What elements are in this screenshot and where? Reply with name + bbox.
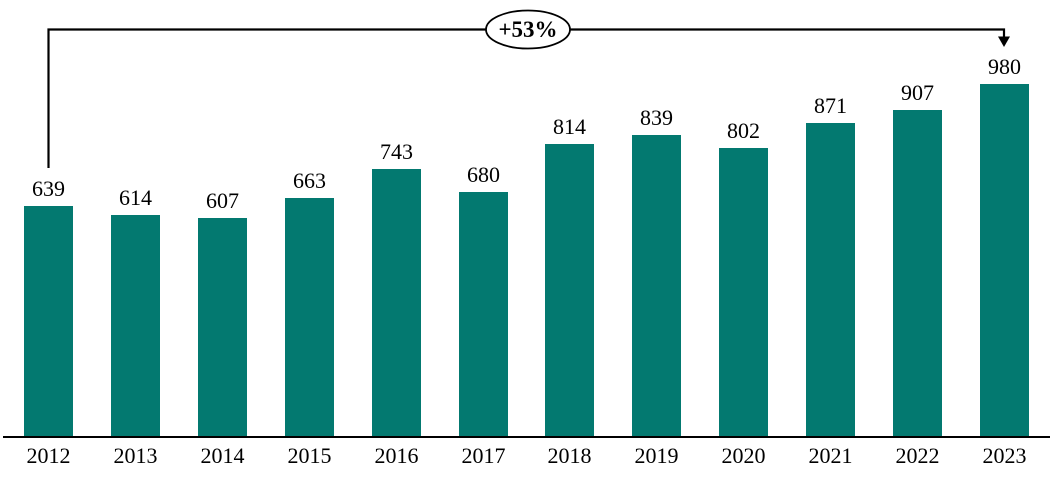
bar-value-label: 680 [467,162,500,187]
bar-value-label: 871 [814,93,847,118]
bar-group: 607 [198,190,247,436]
x-axis-label: 2015 [287,443,332,468]
bar-group: 871 [806,95,855,436]
bar-value-label: 802 [727,118,760,143]
x-axis-label: 2019 [634,443,679,468]
x-axis-label: 2020 [721,443,766,468]
bar-group: 802 [719,120,768,436]
x-axis-label: 2013 [113,443,158,468]
x-axis-label: 2022 [895,443,940,468]
bar-value-label: 743 [380,139,413,164]
x-axis-label: 2017 [461,443,506,468]
bar-value-label: 907 [901,80,934,105]
bar [893,110,942,436]
bar-group: 907 [893,82,942,436]
bar [545,144,594,436]
growth-annotation-label: +53% [498,17,558,42]
x-axis-label: 2023 [982,443,1027,468]
x-axis-label: 2016 [374,443,419,468]
growth-arrow-line [47,28,1006,168]
bar-group: 839 [632,107,681,436]
x-axis-label: 2012 [26,443,71,468]
bar-group: 743 [372,141,421,436]
bar-group: 663 [285,170,334,436]
bar-value-label: 639 [32,176,65,201]
bar [24,206,73,436]
x-axis-label: 2021 [808,443,853,468]
bar-value-label: 980 [988,54,1021,79]
bar-group: 814 [545,116,594,436]
bar-value-label: 614 [119,185,152,210]
bar [719,148,768,436]
bar [632,135,681,436]
bar-value-label: 814 [553,114,586,139]
bar [285,198,334,436]
bar-group: 639 [24,178,73,436]
bar [459,192,508,436]
bar-group: 980 [980,56,1029,436]
growth-arrow-head-icon [998,36,1010,47]
bar [198,218,247,436]
x-axis-label: 2014 [200,443,245,468]
bar-value-label: 607 [206,188,239,213]
bar [806,123,855,436]
bar [372,169,421,436]
bar-group: 680 [459,164,508,436]
x-axis-label: 2018 [547,443,592,468]
bar [111,215,160,436]
bar [980,84,1029,436]
bar-value-label: 663 [293,168,326,193]
x-axis-line [3,436,1050,438]
bar-group: 614 [111,187,160,436]
bar-value-label: 839 [640,105,673,130]
